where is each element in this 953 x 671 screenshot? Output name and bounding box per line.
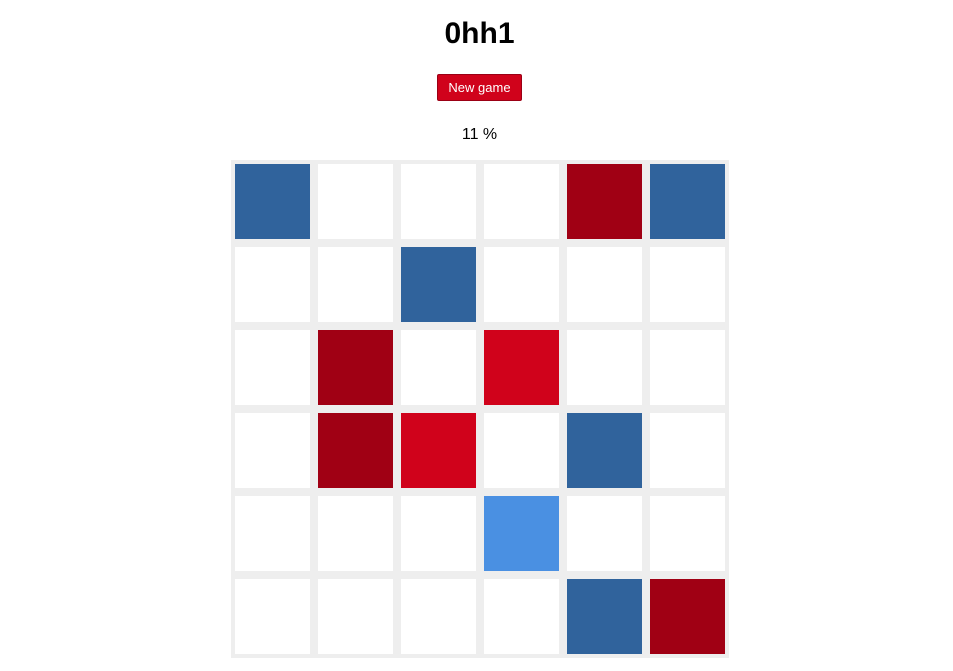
tile-r1-c2[interactable] — [318, 164, 393, 239]
tile-r4-c6[interactable] — [650, 413, 725, 488]
tile-r5-c5[interactable] — [567, 496, 642, 571]
game-board — [231, 160, 729, 658]
tile-r2-c1[interactable] — [235, 247, 310, 322]
tile-r4-c2[interactable] — [318, 413, 393, 488]
tile-r4-c3[interactable] — [401, 413, 476, 488]
tile-r4-c1[interactable] — [235, 413, 310, 488]
tile-r2-c3[interactable] — [401, 247, 476, 322]
tile-r6-c2[interactable] — [318, 579, 393, 654]
tile-r2-c4[interactable] — [484, 247, 559, 322]
tile-r3-c5[interactable] — [567, 330, 642, 405]
tile-r2-c5[interactable] — [567, 247, 642, 322]
tile-r6-c6[interactable] — [650, 579, 725, 654]
tile-r1-c1[interactable] — [235, 164, 310, 239]
tile-r6-c5[interactable] — [567, 579, 642, 654]
tile-r5-c4[interactable] — [484, 496, 559, 571]
tile-r5-c6[interactable] — [650, 496, 725, 571]
tile-r3-c6[interactable] — [650, 330, 725, 405]
new-game-button[interactable]: New game — [437, 74, 522, 101]
tile-r5-c2[interactable] — [318, 496, 393, 571]
tile-r3-c4[interactable] — [484, 330, 559, 405]
game-title: 0hh1 — [444, 17, 515, 50]
tile-r1-c6[interactable] — [650, 164, 725, 239]
tile-r1-c4[interactable] — [484, 164, 559, 239]
tile-r6-c3[interactable] — [401, 579, 476, 654]
tile-r5-c1[interactable] — [235, 496, 310, 571]
tile-r3-c1[interactable] — [235, 330, 310, 405]
tile-r3-c3[interactable] — [401, 330, 476, 405]
tile-r1-c3[interactable] — [401, 164, 476, 239]
progress-percentage: 11 % — [461, 126, 498, 143]
tile-r5-c3[interactable] — [401, 496, 476, 571]
tile-r4-c5[interactable] — [567, 413, 642, 488]
tile-r2-c6[interactable] — [650, 247, 725, 322]
tile-r6-c1[interactable] — [235, 579, 310, 654]
tile-r1-c5[interactable] — [567, 164, 642, 239]
tile-r2-c2[interactable] — [318, 247, 393, 322]
tile-r4-c4[interactable] — [484, 413, 559, 488]
tile-r3-c2[interactable] — [318, 330, 393, 405]
tile-r6-c4[interactable] — [484, 579, 559, 654]
